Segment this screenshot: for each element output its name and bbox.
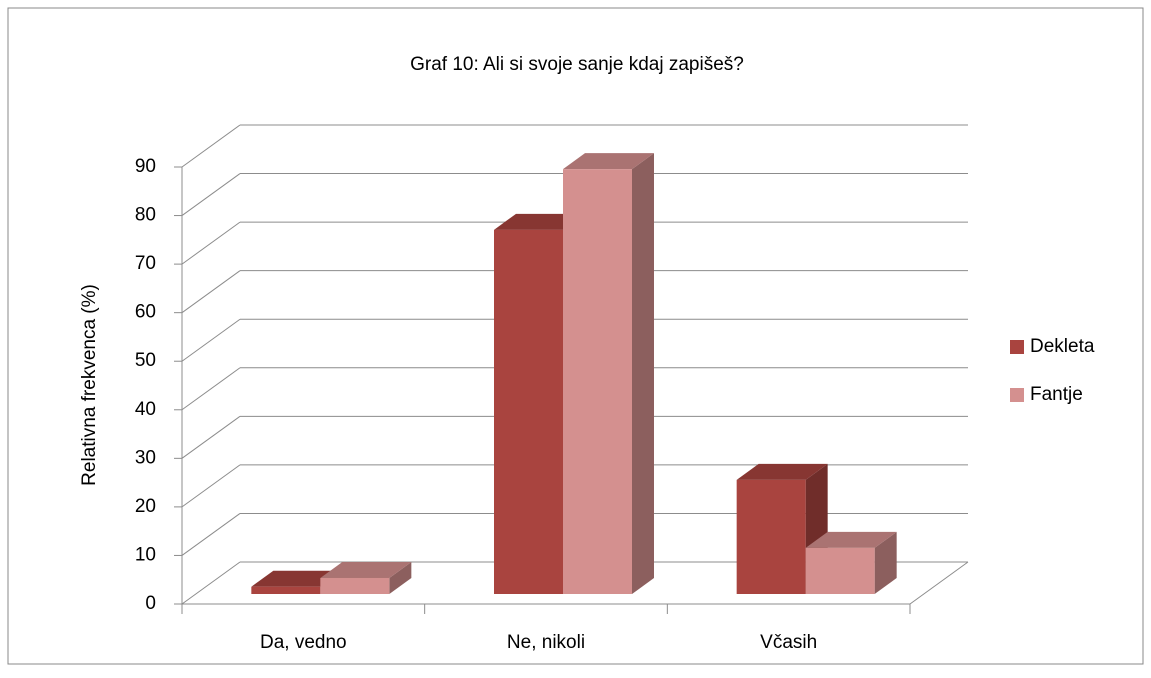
bar-top [494, 213, 585, 230]
bar-side [389, 561, 412, 594]
y-tick-label: 80 [135, 205, 156, 226]
grid-line [181, 270, 241, 314]
bar-side [874, 531, 897, 594]
bar-top [805, 531, 897, 548]
y-tick-label: 10 [135, 544, 156, 565]
grid-line [181, 318, 241, 362]
legend-swatch [1010, 340, 1024, 354]
bar [736, 479, 806, 594]
bar [805, 547, 875, 594]
grid-line [181, 124, 241, 168]
bar-top [563, 153, 654, 170]
legend-label: Dekleta [1030, 336, 1095, 357]
y-tick-label: 30 [135, 447, 156, 468]
y-tick-label: 50 [135, 350, 156, 371]
grid-line [181, 513, 241, 556]
bar-top [320, 561, 412, 578]
grid-line [181, 415, 241, 459]
grid-line [181, 561, 241, 605]
grid-line [181, 173, 241, 216]
bar-top [736, 463, 828, 480]
y-tick-label: 0 [145, 593, 156, 614]
y-tick-label: 40 [135, 399, 156, 420]
y-axis-label: Relativna frekvenca (%) [79, 284, 100, 486]
y-tick-label: 20 [135, 496, 156, 517]
grid-line [181, 221, 241, 265]
legend-swatch [1010, 388, 1024, 402]
x-tick-label: Včasih [760, 632, 817, 653]
legend-label: Fantje [1030, 384, 1083, 405]
floor-edge [909, 561, 969, 605]
grid-line [181, 464, 241, 508]
bar-side [632, 153, 654, 594]
grid-line [181, 367, 241, 411]
y-tick-label: 70 [135, 253, 156, 274]
x-tick-label: Ne, nikoli [507, 632, 585, 653]
bar [494, 229, 563, 595]
bar [320, 577, 390, 594]
x-tick-label: Da, vedno [260, 632, 347, 653]
bar-top [251, 570, 343, 587]
y-tick-label: 90 [135, 156, 156, 177]
bar [563, 169, 632, 594]
bar [251, 586, 321, 594]
y-tick-label: 60 [135, 302, 156, 323]
chart-title: Graf 10: Ali si svoje sanje kdaj zapišeš… [410, 54, 744, 75]
